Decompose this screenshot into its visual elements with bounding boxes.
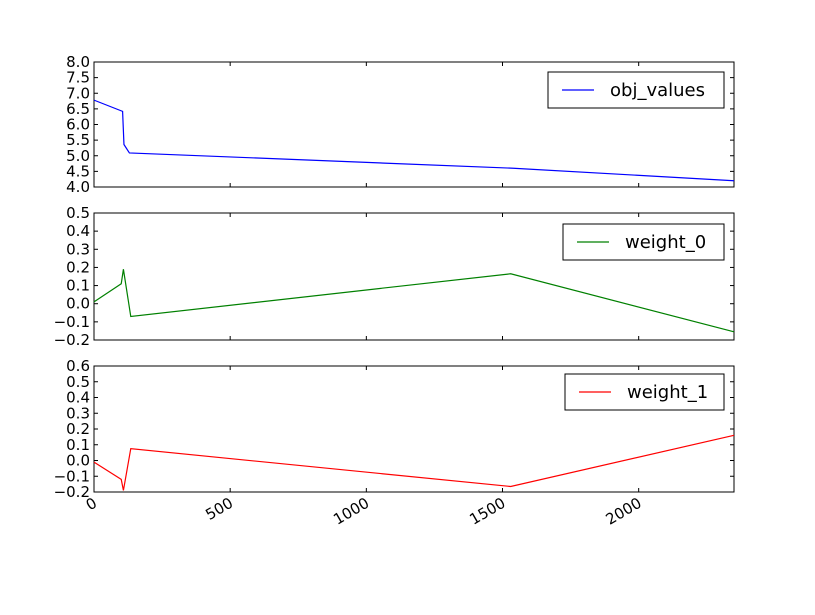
y-tick-label: 6.5 [66, 100, 90, 118]
series-line-weight_0 [93, 269, 735, 333]
legend: obj_values [547, 71, 725, 109]
y-tick-label: 0.1 [66, 436, 90, 454]
y-tick-label: 0.3 [66, 404, 90, 422]
y-tick-label: 6.0 [66, 116, 90, 134]
y-tick-label: 0.0 [66, 452, 90, 470]
y-tick-label: 0.2 [66, 420, 90, 438]
legend-label: obj_values [610, 80, 705, 101]
legend: weight_0 [562, 223, 725, 261]
y-tick-label: 0.4 [66, 222, 90, 240]
series-line-weight_1 [93, 434, 735, 491]
y-tick-label: 0.6 [66, 357, 90, 375]
y-tick-label: −0.2 [54, 331, 90, 349]
y-tick-label: 4.5 [66, 162, 90, 180]
x-tick-label: 1500 [466, 494, 508, 529]
legend-label: weight_1 [627, 382, 708, 403]
y-tick-label: 8.0 [66, 53, 90, 71]
y-tick-label: −0.1 [54, 467, 90, 485]
y-tick-label: 0.0 [66, 295, 90, 313]
y-tick-label: −0.1 [54, 313, 90, 331]
legend-label: weight_0 [625, 232, 706, 253]
x-tick-label: 0 [83, 494, 100, 514]
y-tick-label: 0.3 [66, 240, 90, 258]
x-tick-label: 2000 [603, 494, 645, 529]
y-tick-label: 0.1 [66, 277, 90, 295]
y-tick-label: 0.2 [66, 258, 90, 276]
series-line-obj_values [93, 99, 735, 182]
x-tick-label: 500 [202, 494, 236, 524]
y-tick-label: 4.0 [66, 178, 90, 196]
y-tick-label: 5.0 [66, 147, 90, 165]
y-tick-label: −0.2 [54, 483, 90, 501]
subplot-3: −0.2−0.10.00.10.20.30.40.50.6 0 500 1000 150… [54, 357, 735, 529]
subplot-1: 4.04.55.05.56.06.57.07.58.0 obj_values [66, 53, 735, 196]
y-tick-label: 7.0 [66, 84, 90, 102]
y-tick-label: 0.4 [66, 389, 90, 407]
axes-frame [93, 212, 735, 341]
y-tick-label: 5.5 [66, 131, 90, 149]
y-tick-label: 0.5 [66, 373, 90, 391]
x-tick-label: 1000 [330, 494, 372, 529]
y-tick-label: 0.5 [66, 204, 90, 222]
subplot-2: −0.2−0.10.00.10.20.30.40.5 weight_0 [54, 204, 735, 349]
legend: weight_1 [564, 373, 725, 411]
y-tick-label: 7.5 [66, 69, 90, 87]
